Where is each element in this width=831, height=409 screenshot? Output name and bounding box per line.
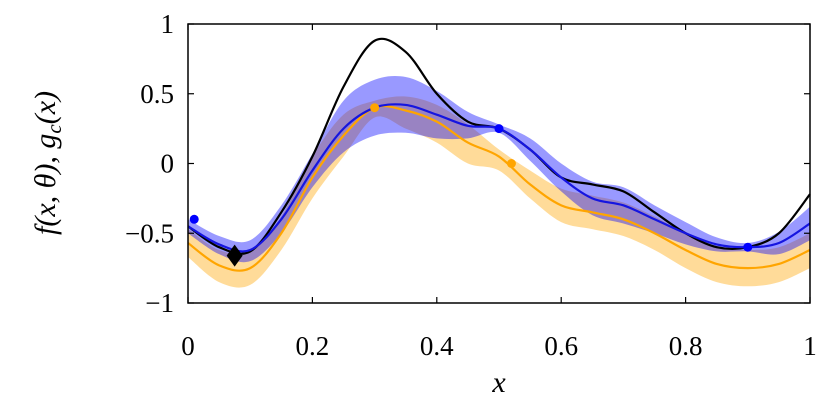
observation-point (189, 214, 199, 224)
y-tick-label: 1 (161, 9, 175, 39)
observation-point (506, 159, 516, 168)
x-tick-label: 0 (181, 331, 195, 361)
x-axis-label: x (491, 366, 506, 399)
y-tick-label: −1 (145, 288, 174, 318)
confidence-band (188, 76, 810, 263)
x-tick-label: 0.6 (544, 331, 578, 361)
x-tick-label: 1 (803, 331, 817, 361)
y-label-part: f(x, θ), g (29, 134, 62, 235)
observation-point (370, 103, 380, 113)
x-tick-label: 0.2 (296, 331, 330, 361)
y-label-part: (x) (29, 91, 62, 124)
y-tick-label: 0.5 (140, 79, 174, 109)
optimum-marker (226, 244, 243, 267)
line (187, 104, 811, 272)
y-tick-label: −0.5 (125, 218, 174, 248)
y-axis-label: f(x, θ), gc(x) (29, 91, 66, 235)
observation-point (743, 242, 753, 252)
y-label-sub: c (42, 124, 66, 134)
y-tick-label: 0 (161, 149, 175, 179)
observation-point (494, 124, 504, 134)
x-tick-label: 0.4 (420, 331, 454, 361)
confidence-band (188, 96, 810, 288)
x-tick-label: 0.8 (669, 331, 703, 361)
